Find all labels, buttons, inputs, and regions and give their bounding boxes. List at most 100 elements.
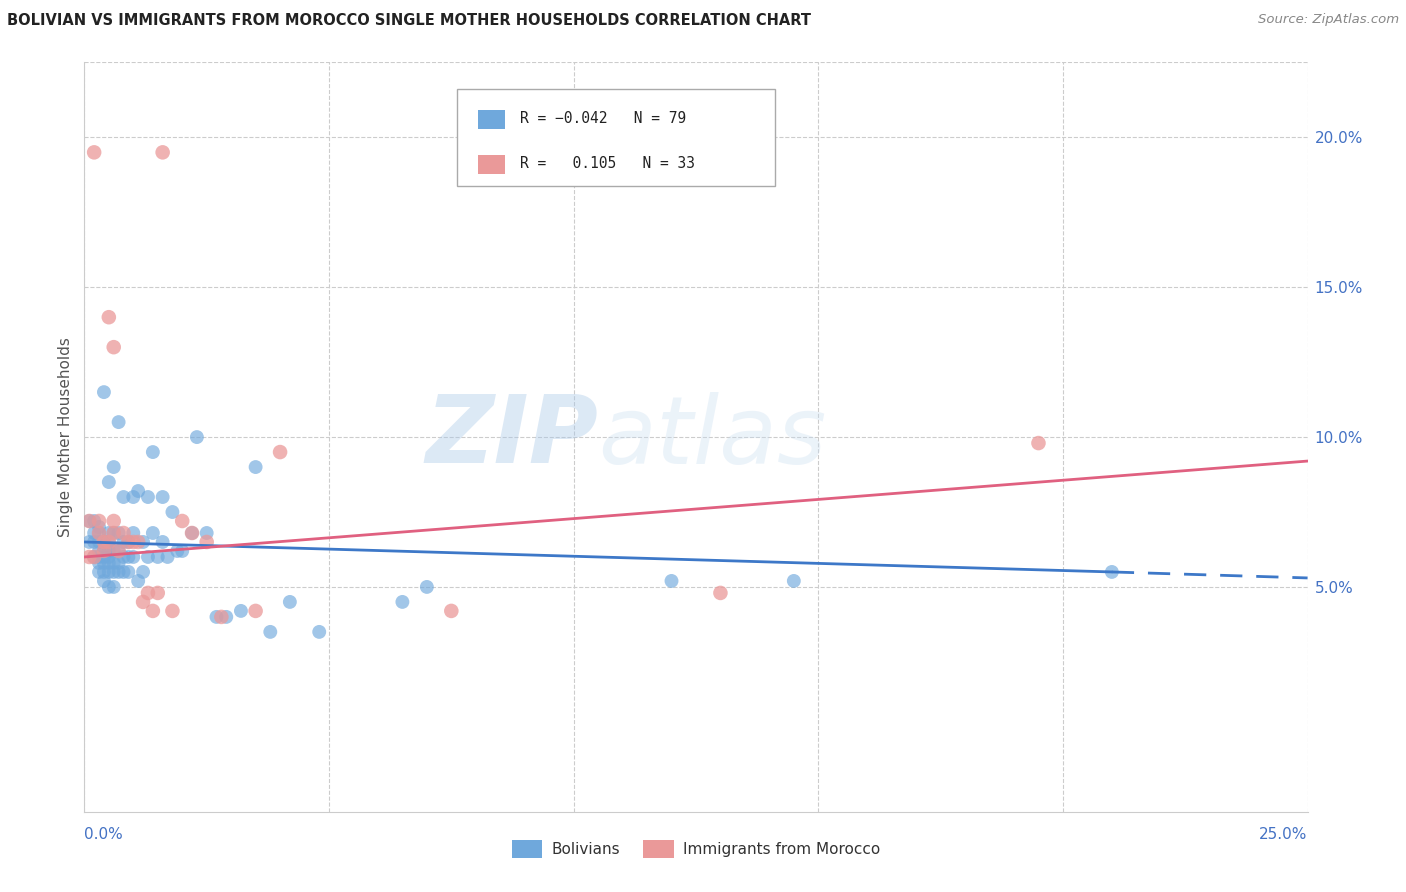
Point: [87, 549, 110, 564]
Point: [269, 445, 291, 459]
Point: [181, 526, 204, 541]
Point: [87, 520, 110, 534]
Point: [97, 556, 120, 570]
Point: [87, 565, 110, 579]
Point: [87, 535, 110, 549]
Point: [162, 604, 184, 618]
Point: [103, 340, 125, 354]
Point: [1028, 436, 1050, 450]
Point: [97, 535, 120, 549]
Point: [142, 526, 165, 541]
Point: [117, 549, 139, 564]
Point: [391, 595, 413, 609]
Text: 0.0%: 0.0%: [84, 827, 124, 842]
Point: [97, 535, 120, 549]
Point: [122, 490, 145, 504]
Point: [83, 145, 105, 160]
Point: [152, 535, 174, 549]
Point: [416, 580, 439, 594]
Point: [103, 526, 125, 541]
Point: [107, 526, 129, 541]
Point: [103, 514, 125, 528]
Point: [146, 586, 169, 600]
Text: ZIP: ZIP: [425, 391, 598, 483]
Point: [783, 574, 806, 588]
Point: [112, 535, 135, 549]
Point: [440, 604, 463, 618]
Point: [122, 535, 145, 549]
Point: [87, 526, 110, 541]
Point: [132, 595, 155, 609]
Point: [122, 526, 145, 541]
Point: [142, 445, 165, 459]
Point: [107, 544, 129, 558]
Point: [127, 535, 149, 549]
Text: BOLIVIAN VS IMMIGRANTS FROM MOROCCO SINGLE MOTHER HOUSEHOLDS CORRELATION CHART: BOLIVIAN VS IMMIGRANTS FROM MOROCCO SING…: [7, 13, 811, 29]
Point: [87, 544, 110, 558]
Point: [132, 535, 155, 549]
Point: [87, 514, 110, 528]
Y-axis label: Single Mother Households: Single Mother Households: [58, 337, 73, 537]
Point: [83, 514, 105, 528]
Point: [107, 415, 129, 429]
Point: [77, 535, 100, 549]
Point: [93, 535, 115, 549]
Point: [83, 549, 105, 564]
Point: [195, 535, 218, 549]
Point: [132, 565, 155, 579]
Point: [117, 535, 139, 549]
Point: [136, 490, 159, 504]
Point: [259, 624, 281, 639]
Text: 25.0%: 25.0%: [1260, 827, 1308, 842]
Point: [112, 549, 135, 564]
Point: [93, 544, 115, 558]
Point: [156, 549, 179, 564]
Point: [97, 526, 120, 541]
Point: [77, 549, 100, 564]
Point: [107, 556, 129, 570]
Point: [1101, 565, 1123, 579]
Point: [661, 574, 683, 588]
Point: [172, 544, 194, 558]
Point: [136, 549, 159, 564]
Point: [162, 505, 184, 519]
Point: [152, 490, 174, 504]
Point: [97, 580, 120, 594]
Text: R =   0.105   N = 33: R = 0.105 N = 33: [520, 156, 695, 171]
Point: [112, 565, 135, 579]
Point: [83, 535, 105, 549]
Point: [117, 565, 139, 579]
Point: [103, 580, 125, 594]
Point: [181, 526, 204, 541]
Point: [97, 310, 120, 325]
Point: [93, 565, 115, 579]
Point: [195, 526, 218, 541]
Text: atlas: atlas: [598, 392, 827, 483]
Legend: Bolivians, Immigrants from Morocco: Bolivians, Immigrants from Morocco: [506, 834, 886, 864]
Point: [186, 430, 208, 444]
Point: [97, 565, 120, 579]
FancyBboxPatch shape: [457, 88, 776, 186]
Point: [117, 535, 139, 549]
Point: [112, 490, 135, 504]
Point: [103, 565, 125, 579]
Point: [229, 604, 252, 618]
Point: [87, 526, 110, 541]
Text: Source: ZipAtlas.com: Source: ZipAtlas.com: [1258, 13, 1399, 27]
Point: [93, 549, 115, 564]
Point: [107, 565, 129, 579]
Point: [103, 556, 125, 570]
Point: [93, 574, 115, 588]
Point: [97, 549, 120, 564]
Point: [127, 574, 149, 588]
Text: R = −0.042   N = 79: R = −0.042 N = 79: [520, 112, 686, 127]
Point: [278, 595, 301, 609]
Point: [83, 526, 105, 541]
Point: [93, 544, 115, 558]
Point: [83, 549, 105, 564]
Point: [308, 624, 330, 639]
Point: [103, 460, 125, 475]
FancyBboxPatch shape: [478, 110, 505, 128]
Point: [107, 544, 129, 558]
Point: [709, 586, 731, 600]
